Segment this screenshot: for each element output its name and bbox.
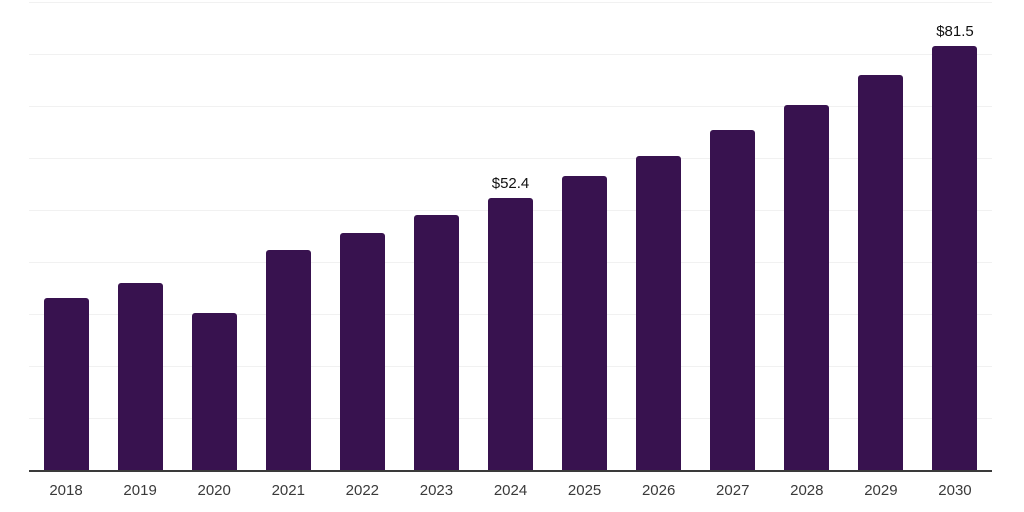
x-tick-2026: 2026 — [641, 482, 676, 499]
gridline-90 — [29, 2, 992, 3]
bar-2023 — [413, 215, 459, 470]
bar-2022 — [339, 232, 385, 470]
gridline-70 — [29, 106, 992, 107]
x-tick-2021: 2021 — [271, 482, 305, 499]
bar-slot-2025 — [548, 2, 622, 470]
bar-slot-2027 — [696, 2, 770, 470]
bar-2018 — [43, 297, 89, 470]
bar-2025 — [562, 175, 608, 470]
bar-slot-2018 — [29, 2, 103, 470]
bar-slot-2024: $52.4 — [473, 2, 547, 470]
x-tick-2029: 2029 — [864, 482, 898, 499]
bar-2028 — [784, 104, 830, 470]
data-label-2030: $81.5 — [936, 23, 974, 41]
bar-2020 — [191, 313, 237, 470]
bar-slot-2029 — [844, 2, 918, 470]
bar-slot-2020 — [177, 2, 251, 470]
bar-series: $52.4 $81.5 — [29, 2, 992, 470]
gridline-60 — [29, 158, 992, 159]
bar-slot-2026 — [622, 2, 696, 470]
bar-2021 — [265, 250, 311, 470]
x-tick-2019: 2019 — [123, 482, 157, 499]
x-tick-2027: 2027 — [716, 482, 750, 499]
plot-area: $52.4 $81.5 — [29, 2, 992, 472]
x-tick-2023: 2023 — [419, 482, 454, 499]
bar-slot-2023 — [399, 2, 473, 470]
x-tick-2018: 2018 — [49, 482, 83, 499]
bar-2027 — [710, 129, 756, 470]
x-tick-2028: 2028 — [790, 482, 824, 499]
x-tick-2025: 2025 — [567, 482, 602, 499]
bar-slot-2022 — [325, 2, 399, 470]
bar-slot-2030: $81.5 — [918, 2, 992, 470]
bar-2030 — [932, 46, 978, 470]
x-tick-2030: 2030 — [938, 482, 972, 499]
bar-slot-2028 — [770, 2, 844, 470]
x-tick-2024: 2024 — [493, 482, 528, 499]
x-tick-2022: 2022 — [345, 482, 380, 499]
bar-2029 — [858, 75, 904, 470]
bar-slot-2019 — [103, 2, 177, 470]
gridline-80 — [29, 54, 992, 55]
x-tick-2020: 2020 — [197, 482, 231, 499]
data-label-2024: $52.4 — [491, 174, 530, 192]
bar-2024 — [488, 197, 533, 470]
x-axis: 2018 2019 2020 2021 2022 2023 2024 2025 2026 2027… — [29, 481, 992, 501]
bar-2019 — [117, 282, 163, 470]
bar-slot-2021 — [251, 2, 325, 470]
bar-2026 — [636, 155, 682, 470]
